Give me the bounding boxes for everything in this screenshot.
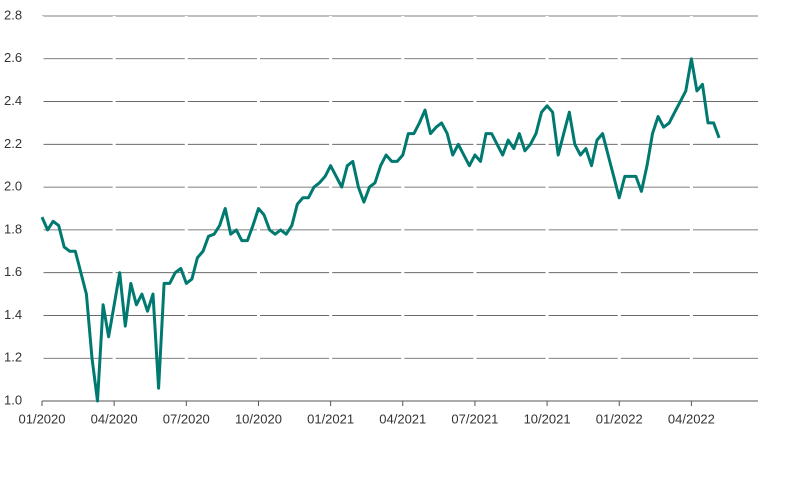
- y-tick-label: 2.2: [4, 136, 22, 151]
- y-tick-label: 2.8: [4, 7, 22, 22]
- data-line: [40, 57, 721, 403]
- x-tick-label: 04/2022: [668, 411, 715, 426]
- x-tick-label: 10/2020: [235, 411, 282, 426]
- y-tick-label: 1.2: [4, 350, 22, 365]
- x-tick-label: 01/2022: [596, 411, 643, 426]
- y-tick-label: 1.8: [4, 221, 22, 236]
- y-tick-label: 1.0: [4, 392, 22, 407]
- x-tick-label: 04/2021: [379, 411, 426, 426]
- x-tick-label: 01/2020: [19, 411, 66, 426]
- x-tick-label: 07/2020: [163, 411, 210, 426]
- y-tick-label: 2.6: [4, 50, 22, 65]
- y-tick-label: 2.0: [4, 179, 22, 194]
- y-tick-label: 1.4: [4, 307, 22, 322]
- y-tick-label: 1.6: [4, 264, 22, 279]
- x-tick-label: 04/2020: [91, 411, 138, 426]
- x-tick-label: 10/2021: [524, 411, 571, 426]
- y-tick-label: 2.4: [4, 93, 22, 108]
- x-tick-label: 07/2021: [451, 411, 498, 426]
- x-tick-label: 01/2021: [307, 411, 354, 426]
